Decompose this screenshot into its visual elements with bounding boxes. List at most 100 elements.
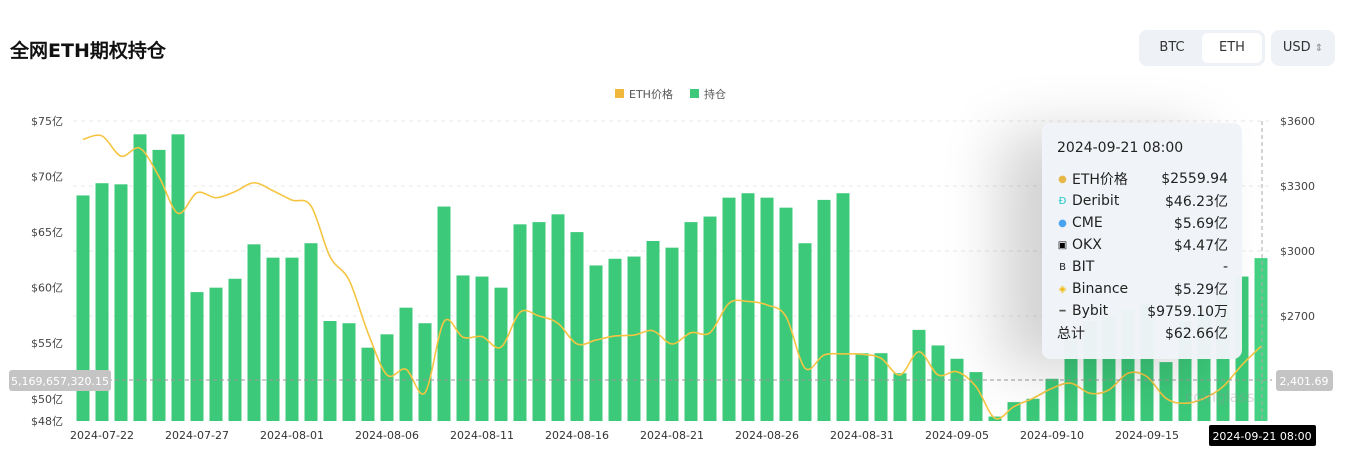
- bar-2024-07-22: [95, 183, 109, 421]
- deribit-icon: Ð: [1058, 195, 1067, 207]
- x-axis-tick: 2024-08-11: [450, 429, 514, 442]
- tooltip-row-label: Bybit: [1072, 303, 1109, 319]
- bar-2024-08-23: [703, 216, 717, 421]
- left-axis-tick: $50亿: [31, 393, 63, 406]
- bar-2024-08-04: [342, 323, 356, 421]
- tooltip-row-value: $5.69亿: [1173, 216, 1228, 232]
- legend-label-oi: 持仓: [704, 87, 726, 101]
- tooltip-row-value: $4.47亿: [1173, 238, 1228, 254]
- bar-2024-08-19: [627, 256, 641, 421]
- currency-value: USD: [1282, 40, 1311, 55]
- left-axis-tick: $75亿: [31, 115, 63, 128]
- bar-2024-09-16: [1159, 362, 1173, 421]
- bar-2024-08-11: [475, 276, 489, 421]
- bar-2024-08-09: [437, 206, 451, 421]
- crosshair-x-value: 2024-09-21 08:00: [1212, 430, 1311, 443]
- x-axis-tick: 2024-07-27: [165, 429, 229, 442]
- okx-icon: ▣: [1057, 239, 1068, 251]
- bar-2024-08-30: [836, 193, 850, 421]
- crosshair-left-value: 5,169,657,320.15: [11, 375, 109, 388]
- tooltip-row-value: $5.29亿: [1173, 282, 1228, 298]
- bar-2024-09-01: [874, 353, 888, 421]
- bar-2024-08-21: [665, 247, 679, 421]
- bar-2024-08-22: [684, 222, 698, 421]
- tooltip-row-label: CME: [1072, 215, 1103, 231]
- x-axis-tick: 2024-09-15: [1115, 429, 1179, 442]
- bar-2024-08-01: [285, 257, 299, 421]
- tooltip-row: ◈ Binance $5.29亿: [1057, 279, 1228, 299]
- bar-2024-07-31: [266, 257, 280, 421]
- crosshair-left-flag: [9, 370, 111, 391]
- bar-2024-07-24: [133, 134, 147, 422]
- coin-toggle: BTC ETH: [1139, 30, 1265, 66]
- crosshair-right-value: 2,401.69: [1280, 375, 1329, 388]
- bar-2024-08-28: [798, 243, 812, 421]
- bar-2024-09-05: [950, 358, 964, 421]
- bar-2024-09-08: [1007, 402, 1021, 421]
- left-axis-tick: $70亿: [31, 171, 63, 184]
- tooltip-row: B BIT -: [1057, 257, 1228, 277]
- bar-2024-09-03: [912, 329, 926, 421]
- bar-2024-08-07: [399, 307, 413, 421]
- bar-2024-09-09: [1026, 398, 1040, 421]
- bar-2024-08-27: [779, 207, 793, 421]
- bit-icon: B: [1059, 261, 1066, 273]
- left-axis-tick: $60亿: [31, 282, 63, 295]
- bar-2024-08-15: [551, 214, 565, 421]
- bar-2024-07-21: [76, 195, 90, 421]
- legend-swatch-price: [615, 89, 624, 98]
- bar-2024-07-27: [190, 292, 204, 421]
- bar-2024-09-10: [1045, 378, 1059, 421]
- bar-2024-07-25: [152, 149, 166, 421]
- legend-swatch-oi: [690, 89, 699, 98]
- bar-2024-08-26: [760, 197, 774, 421]
- bar-2024-08-12: [494, 287, 508, 421]
- bar-2024-08-25: [741, 193, 755, 421]
- bar-2024-09-21: [1254, 258, 1268, 421]
- left-axis-tick: $48亿: [31, 415, 63, 428]
- tooltip-date: 2024-09-21 08:00: [1057, 140, 1184, 156]
- bar-2024-08-24: [722, 197, 736, 421]
- bar-2024-08-08: [418, 323, 432, 421]
- tooltip-row-label: ETH价格: [1072, 172, 1128, 188]
- tooltip: 2024-09-21 08:00 ● ETH价格 $2559.94 Ð Deribit $…: [1042, 123, 1242, 359]
- left-axis-tick: $65亿: [31, 226, 63, 239]
- bar-2024-07-28: [209, 287, 223, 421]
- bar-2024-09-06: [969, 372, 983, 421]
- right-axis-tick: $2700: [1280, 310, 1315, 323]
- x-axis-tick: 2024-09-05: [925, 429, 989, 442]
- page-title: 全网ETH期权持仓: [10, 40, 166, 62]
- watermark-logo: coinglass: [1185, 388, 1255, 406]
- tooltip-row-value: -: [1222, 259, 1228, 275]
- bar-2024-08-18: [608, 258, 622, 421]
- x-axis-tick: 2024-08-31: [830, 429, 894, 442]
- tooltip-row: ━ Bybit $9759.10万: [1057, 301, 1228, 321]
- x-axis-tick: 2024-08-26: [735, 429, 799, 442]
- x-axis-tick: 2024-07-22: [70, 429, 134, 442]
- tooltip-row-value: $9759.10万: [1147, 304, 1228, 320]
- tooltip-row: ● ETH价格 $2559.94: [1057, 169, 1228, 189]
- bar-2024-07-29: [228, 278, 242, 421]
- bar-2024-08-16: [570, 232, 584, 421]
- legend-label-price: ETH价格: [629, 87, 673, 101]
- x-axis-tick: 2024-08-16: [545, 429, 609, 442]
- bar-2024-08-13: [513, 224, 527, 421]
- tooltip-row-value: $2559.94: [1161, 171, 1228, 187]
- currency-select[interactable]: USD ⇕: [1271, 30, 1335, 66]
- tooltip-row-label: Binance: [1072, 281, 1129, 297]
- tab-btc[interactable]: BTC: [1159, 40, 1185, 55]
- bar-2024-08-14: [532, 222, 546, 421]
- binance-icon: ◈: [1058, 283, 1067, 295]
- bar-2024-08-02: [304, 243, 318, 421]
- tooltip-row-value: $46.23亿: [1165, 194, 1228, 210]
- bar-2024-07-23: [114, 184, 128, 421]
- tooltip-row-label: 总计: [1057, 326, 1085, 342]
- right-axis-tick: $3600: [1280, 115, 1315, 128]
- bar-2024-09-04: [931, 345, 945, 421]
- bar-2024-08-03: [323, 321, 337, 421]
- tab-eth[interactable]: ETH: [1202, 33, 1262, 63]
- crosshair-right-flag: [1276, 370, 1333, 391]
- tooltip-row-label: OKX: [1072, 237, 1102, 253]
- bar-2024-08-10: [456, 275, 470, 421]
- bar-2024-07-30: [247, 244, 261, 421]
